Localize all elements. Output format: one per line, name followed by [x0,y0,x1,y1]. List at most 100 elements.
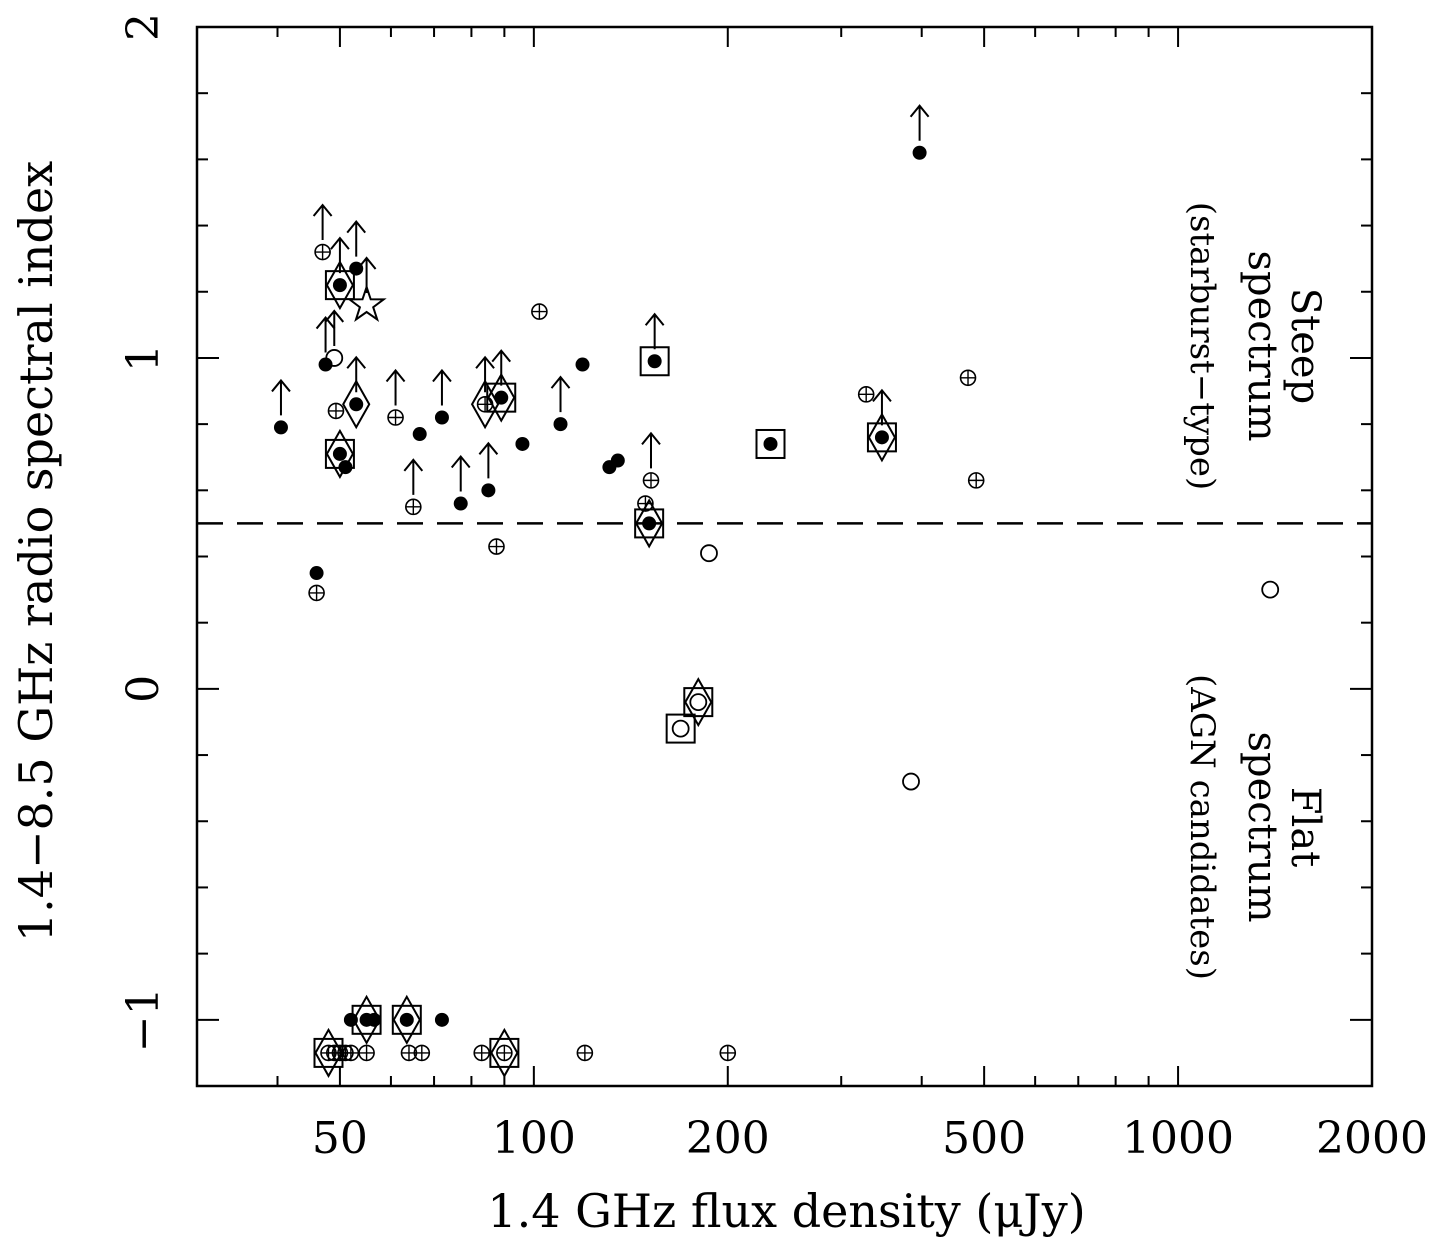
filled-circle-marker [349,397,364,412]
x-tick-label: 1000 [1122,1113,1234,1164]
filled-circle-marker [481,483,496,498]
y-tick-label: −1 [118,987,169,1052]
filled-circle-marker [367,1012,382,1027]
lower-limit-arrow [478,441,499,479]
crossed-circle-cross [388,410,404,426]
diamond-marker [470,379,500,430]
crossed-circle-cross [359,1045,375,1061]
crossed-circle-cross [643,472,659,488]
open-circle-marker [689,693,708,712]
crossed-circle-cross [343,1045,359,1061]
data-point [755,428,786,459]
crossed-circle-cross [405,499,421,515]
data-point [346,220,366,276]
star-marker [346,283,387,323]
data-point [342,1044,360,1062]
lower-limit-arrow [356,256,377,293]
lower-limit-arrow [644,312,665,350]
filled-circle-marker [763,436,778,451]
lower-limit-arrow [346,220,366,257]
y-axis-label: 1.4−8.5 GHz radio spectral index [9,161,63,942]
data-point [489,1027,520,1078]
filled-circle-marker [434,410,449,425]
filled-circle-marker [912,145,927,160]
filled-circle-marker [515,436,530,451]
x-tick-label: 200 [686,1113,770,1164]
diamond-marker [325,260,355,311]
lower-limit-arrow [909,104,930,141]
crossed-circle-cross [328,403,344,419]
x-axis-label: 1.4 GHz flux density (μJy) [487,1184,1085,1238]
steep-spectrum-annotation-line-1: Steep [1282,288,1328,404]
data-point [470,355,500,430]
data-point [634,498,665,549]
filled-circle-marker [434,1012,449,1027]
steep-spectrum-annotation-line-2: spectrum [1239,250,1285,441]
box-marker [665,713,696,744]
crossed-circle-cross [531,304,547,320]
data-point [391,994,422,1045]
data-point [866,388,897,463]
box-marker [755,428,786,459]
steep-spectrum-annotation-line-3: (starburst−type) [1182,202,1222,490]
open-circle-marker [671,719,690,738]
data-point [271,378,291,435]
data-point [639,312,670,377]
data-point [473,1044,491,1062]
diamond-marker [867,412,897,463]
crossed-circle-cross [315,244,331,260]
crossed-circle-cross [488,539,504,555]
diamond-marker [392,994,421,1045]
data-point [576,1044,594,1062]
filled-circle-marker [874,430,889,445]
flat-spectrum-annotation-line-3: (AGN candidates) [1182,674,1222,980]
diamond-marker [635,498,664,549]
lower-limit-arrow [475,355,495,393]
open-circle-marker [1261,580,1280,599]
data-point [309,566,324,581]
data-point [338,460,353,475]
x-tick-label: 100 [492,1113,576,1164]
data-point [478,441,499,498]
data-point [308,584,325,602]
y-tick-label: 2 [118,13,169,41]
crossed-circle-cross [414,1045,430,1061]
filled-circle-marker [412,427,427,442]
lower-limit-arrow [872,388,892,426]
open-circle-marker [700,544,718,563]
data-point [531,303,548,320]
lower-limit-arrow [385,368,406,406]
data-point [312,203,333,261]
open-circle-marker [902,772,920,791]
data-point [575,357,590,372]
flat-spectrum-annotation-line-1: Flat [1282,787,1328,867]
lower-limit-arrow [330,236,350,274]
diamond-marker [684,677,713,728]
data-point [909,104,930,160]
data-point [412,427,427,442]
data-point [315,315,336,372]
box-marker [683,687,714,718]
data-point [346,256,387,323]
data-point [515,436,530,451]
lower-limit-arrow [312,203,333,241]
lower-limit-arrow [491,349,512,386]
data-points [271,104,1280,1078]
data-point [486,349,517,423]
lower-limit-arrow [450,454,471,492]
filled-circle-marker [332,446,347,461]
data-point [358,1044,375,1062]
lower-limit-arrow [315,315,336,353]
crossed-circle-cross [496,1045,512,1061]
crossed-circle-cross [858,386,874,402]
y-tick-label: 1 [118,344,169,372]
filled-circle-marker [610,453,625,468]
data-point [434,1012,449,1027]
data-point [327,402,345,420]
filled-circle-marker [494,390,509,405]
data-point [385,368,406,426]
filled-circle-marker [338,460,353,475]
crossed-circle-cross [309,585,325,601]
data-point [719,1044,737,1062]
